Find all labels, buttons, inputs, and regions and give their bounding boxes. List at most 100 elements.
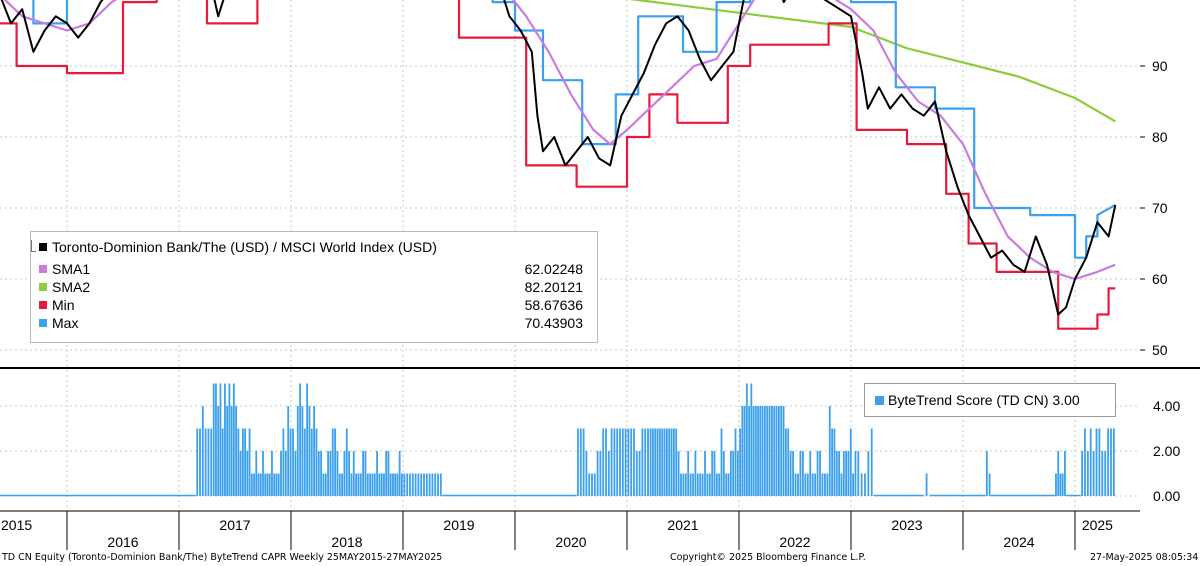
score-bar xyxy=(713,451,716,496)
y-tick-label-bottom-0: 0.00 xyxy=(1153,488,1180,504)
score-bar xyxy=(814,473,817,496)
score-bar xyxy=(838,451,840,496)
score-bar xyxy=(809,451,812,496)
score-bar xyxy=(727,473,730,496)
score-bar xyxy=(729,451,732,496)
score-bar xyxy=(708,473,711,496)
score-bar xyxy=(602,428,605,496)
score-bar xyxy=(780,406,783,496)
score-bar xyxy=(398,451,401,496)
score-bar xyxy=(847,451,850,496)
score-bar xyxy=(257,473,260,496)
score-bar xyxy=(352,451,355,496)
score-bar xyxy=(985,451,988,496)
score-bar xyxy=(577,428,579,496)
score-bar xyxy=(766,406,769,496)
score-bar xyxy=(663,428,666,496)
y-tick-label-top-2: 70 xyxy=(1152,200,1168,216)
score-bar xyxy=(431,473,434,496)
score-bar xyxy=(754,406,757,496)
score-bar xyxy=(616,428,619,496)
score-bar xyxy=(345,428,348,496)
score-bar xyxy=(652,428,654,496)
score-bar xyxy=(411,473,414,496)
score-bar xyxy=(656,428,659,496)
score-bar xyxy=(821,473,824,496)
score-bar xyxy=(654,428,657,496)
score-bar xyxy=(396,473,399,496)
score-bar xyxy=(324,473,327,496)
score-bar xyxy=(635,451,638,496)
score-bar xyxy=(371,473,374,496)
score-bar xyxy=(682,473,685,496)
score-bar xyxy=(387,451,390,496)
legend-row-max: Max 70.43903 xyxy=(39,314,589,332)
score-bar xyxy=(599,451,602,496)
score-bar xyxy=(248,428,251,496)
score-bar xyxy=(641,428,644,496)
score-bar xyxy=(1112,428,1115,496)
score-bar xyxy=(1095,428,1098,496)
score-bar xyxy=(579,428,582,496)
score-bar xyxy=(849,428,852,496)
x-tick-label-2020: 2020 xyxy=(555,534,586,550)
score-bar xyxy=(745,383,748,496)
score-bar xyxy=(362,451,364,496)
score-legend: ByteTrend Score (TD CN) 3.00 xyxy=(864,383,1116,417)
score-bar xyxy=(736,451,739,496)
score-bars xyxy=(0,383,1115,497)
score-bar xyxy=(633,428,635,496)
score-bar xyxy=(235,406,238,496)
score-bar xyxy=(778,406,780,496)
score-bar xyxy=(217,406,220,496)
legend-swatch-sma1 xyxy=(39,265,47,273)
score-bar xyxy=(241,428,244,496)
y-tick-label-top-4: 90 xyxy=(1152,58,1168,74)
score-bar xyxy=(741,406,744,496)
x-tick-label-2025: 2025 xyxy=(1082,517,1113,533)
score-bar xyxy=(607,451,610,496)
score-bar xyxy=(867,451,870,496)
score-bar xyxy=(385,451,388,496)
legend-swatch-max xyxy=(39,319,47,327)
score-bar xyxy=(1055,473,1057,496)
x-tick-label-2015: 2015 xyxy=(1,517,32,533)
score-bar xyxy=(864,473,866,496)
score-bar xyxy=(338,473,341,496)
score-bar xyxy=(380,473,383,496)
x-tick-label-2018: 2018 xyxy=(331,534,362,550)
y-tick-label-top-5: 100 xyxy=(1152,0,1176,3)
price-line xyxy=(0,0,1117,316)
score-bar xyxy=(373,473,376,496)
score-bar xyxy=(621,428,624,496)
score-bar xyxy=(596,451,599,496)
score-bar xyxy=(605,428,607,496)
legend-swatch-sma2 xyxy=(39,283,47,291)
score-bar xyxy=(857,451,860,496)
min-line xyxy=(0,0,1116,330)
y-tick-label-top-3: 80 xyxy=(1152,129,1168,145)
score-bar xyxy=(619,428,621,496)
score-bar xyxy=(1061,473,1064,496)
score-legend-swatch xyxy=(875,396,884,405)
legend-value-sma1: 62.02248 xyxy=(524,261,583,277)
score-bar xyxy=(296,406,299,496)
score-bar xyxy=(722,451,725,496)
score-bar xyxy=(224,383,226,496)
score-bar xyxy=(689,473,692,496)
score-bar xyxy=(303,428,306,496)
legend-swatch-price xyxy=(39,243,47,251)
score-bar xyxy=(400,473,403,496)
score-bar xyxy=(282,428,285,496)
score-bar xyxy=(366,473,369,496)
score-bar xyxy=(701,473,704,496)
score-bar xyxy=(434,473,437,496)
score-bar xyxy=(259,473,262,496)
score-bar xyxy=(715,473,718,496)
score-bar xyxy=(743,406,746,496)
score-bar xyxy=(306,383,308,496)
score-bar xyxy=(268,473,271,496)
score-bar xyxy=(768,406,771,496)
score-bar xyxy=(797,473,799,496)
score-bar xyxy=(718,473,721,496)
